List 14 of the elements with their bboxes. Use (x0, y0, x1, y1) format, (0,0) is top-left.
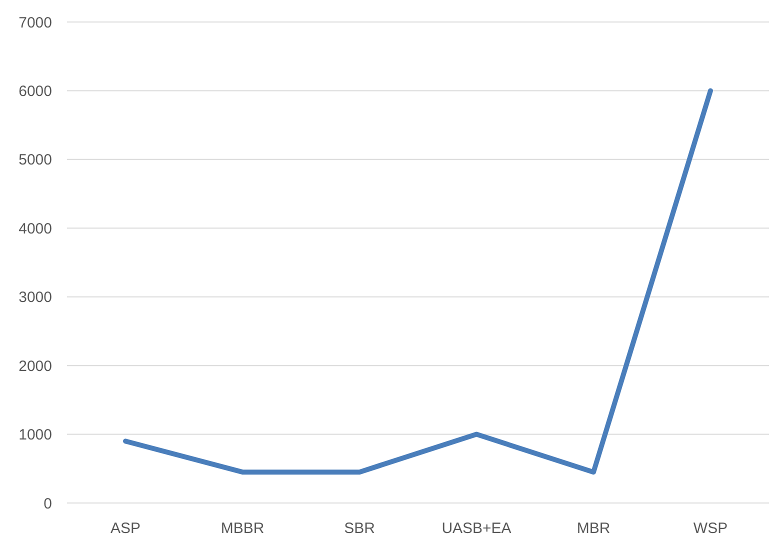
x-tick-label: UASB+EA (442, 520, 512, 537)
x-tick-label: WSP (693, 520, 728, 537)
y-tick-label: 1000 (18, 426, 52, 444)
x-tick-label: SBR (344, 520, 376, 537)
y-tick-label: 4000 (18, 220, 52, 238)
y-tick-label: 6000 (18, 82, 52, 100)
x-tick-label: ASP (110, 520, 141, 537)
x-tick-label: MBBR (220, 520, 264, 537)
y-tick-label: 3000 (18, 289, 52, 306)
y-tick-label: 5000 (18, 152, 52, 169)
y-tick-label: 2000 (18, 358, 52, 375)
y-tick-label: 7000 (18, 14, 52, 32)
y-tick-label: 0 (44, 495, 52, 512)
x-tick-label: MBR (576, 520, 610, 537)
